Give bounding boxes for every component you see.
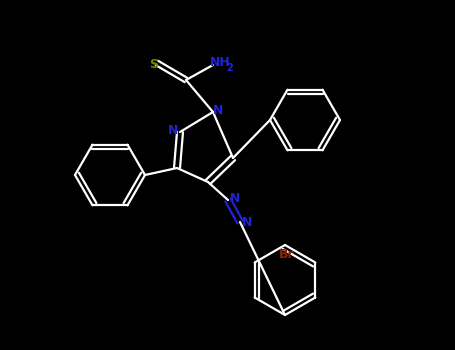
- Text: N: N: [242, 217, 252, 230]
- Text: N: N: [213, 105, 223, 118]
- Text: S: S: [150, 57, 158, 70]
- Text: 2: 2: [227, 63, 233, 73]
- Text: N: N: [230, 193, 240, 205]
- Text: N: N: [168, 125, 178, 138]
- Text: NH: NH: [210, 56, 230, 70]
- Text: Br: Br: [279, 248, 295, 261]
